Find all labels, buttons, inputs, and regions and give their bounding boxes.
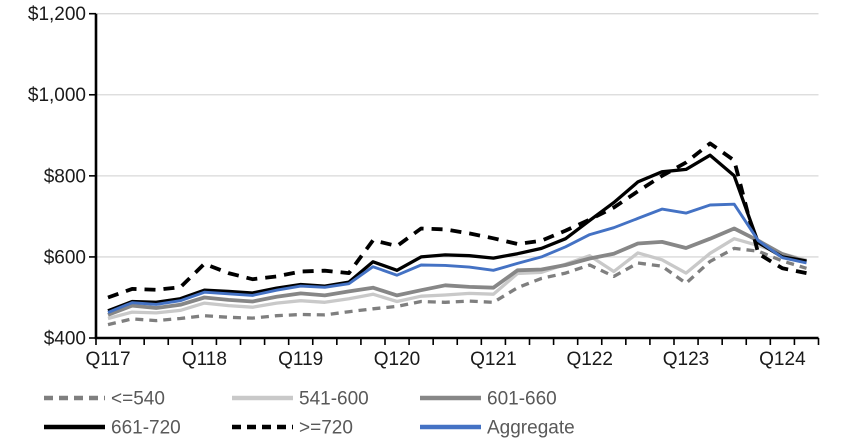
x-tick-label-q120: Q120: [374, 349, 420, 370]
series-line-541-600: [107, 237, 807, 321]
series-line-720: [107, 141, 807, 300]
legend-label-661-720: 661-720: [111, 418, 181, 439]
x-axis-tick-labels: Q117 Q118 Q119 Q120 Q121 Q122 Q123 Q124: [85, 349, 806, 370]
legend-label-541-600: 541-600: [299, 389, 369, 410]
legend-label-601-660: 601-660: [487, 389, 557, 410]
x-tick-label-q118: Q118: [182, 349, 227, 370]
legend-label-ge720: >=720: [299, 418, 353, 439]
y-tick-label-800: $800: [44, 166, 86, 187]
y-tick-label-400: $400: [44, 329, 86, 350]
series-line-540: [107, 246, 807, 327]
x-tick-label-q119: Q119: [278, 349, 323, 370]
gridlines: [96, 13, 819, 258]
legend-label-le540: <=540: [111, 389, 165, 410]
y-tick-label-1000: $1,000: [28, 85, 86, 106]
y-tick-label-600: $600: [44, 247, 86, 268]
axes: [89, 12, 820, 345]
y-tick-label-1200: $1,200: [28, 4, 86, 25]
y-axis-tick-labels: $400 $600 $800 $1,000 $1,200: [28, 4, 86, 349]
series-line-aggregate: [107, 202, 807, 314]
x-tick-label-q122: Q122: [566, 349, 612, 370]
x-tick-label-q123: Q123: [663, 349, 709, 370]
x-tick-label-q124: Q124: [759, 349, 806, 370]
series-line-601-660: [107, 226, 808, 317]
x-tick-label-q121: Q121: [470, 349, 516, 370]
series-line-661-720: [107, 153, 807, 313]
series-lines: [107, 141, 808, 327]
legend: <=540 541-600 601-660 661-720 >=720 Aggr…: [44, 389, 575, 439]
x-tick-label-q117: Q117: [85, 349, 130, 370]
legend-label-aggregate: Aggregate: [487, 418, 575, 439]
